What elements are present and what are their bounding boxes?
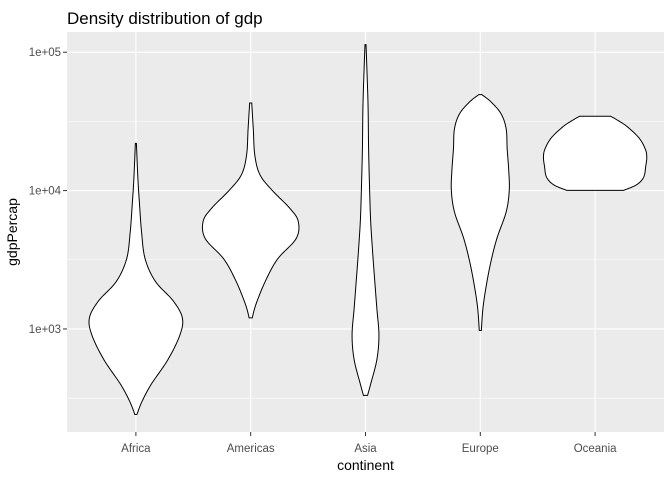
y-tick-label: 1e+03 [29, 324, 61, 336]
x-axis: Africa Americas Asia Europe Oceania [121, 432, 617, 455]
violin-oceania [542, 115, 648, 191]
y-axis-title: gdpPercap [4, 198, 20, 266]
x-axis-title: continent [337, 457, 394, 473]
x-tick-label: Asia [354, 443, 377, 455]
violin-americas [201, 102, 300, 319]
chart-title: Density distribution of gdp [67, 9, 263, 28]
x-tick-label: Oceania [574, 443, 617, 455]
violin-africa [88, 142, 184, 415]
x-tick-label: Europe [462, 443, 499, 455]
violin-europe [450, 94, 510, 332]
y-tick-label: 1e+05 [29, 47, 61, 59]
x-tick-label: Africa [121, 443, 151, 455]
violins [88, 44, 648, 415]
violin-asia [351, 44, 380, 396]
x-tick-label: Americas [227, 443, 275, 455]
y-axis: 1e+03 1e+04 1e+05 [29, 47, 67, 336]
y-tick-label: 1e+04 [29, 186, 62, 198]
